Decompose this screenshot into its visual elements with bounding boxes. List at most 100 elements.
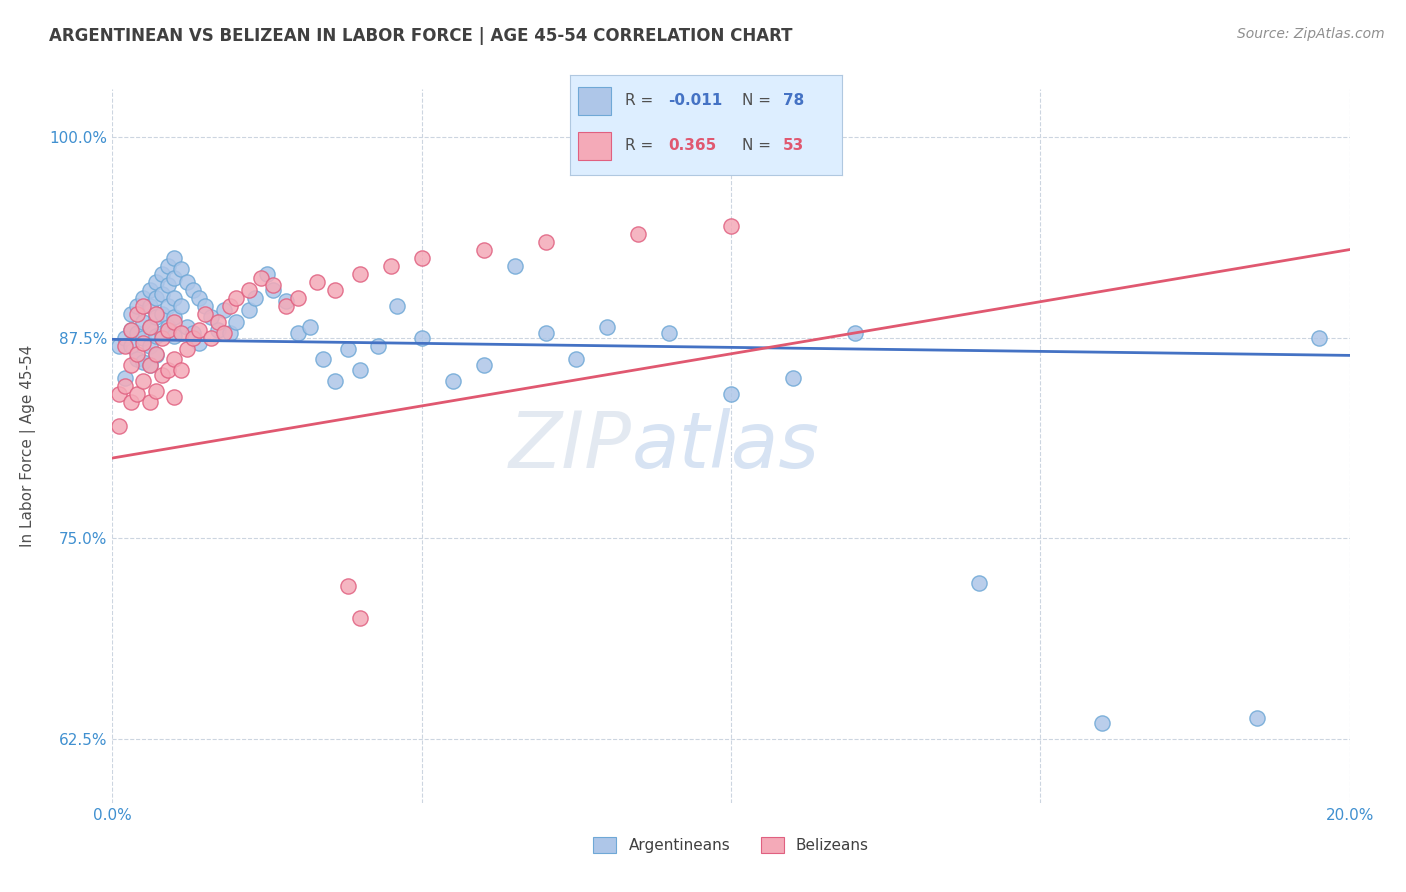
Text: atlas: atlas (633, 408, 820, 484)
Point (169, 261, 191, 276)
Point (336, 579, 359, 593)
Point (138, 358, 160, 372)
Point (207, 315, 229, 329)
Point (200, 331, 222, 345)
Point (145, 275, 167, 289)
Point (658, 326, 681, 340)
Point (385, 299, 408, 313)
Point (138, 339, 160, 353)
Point (312, 351, 335, 366)
Point (274, 293, 297, 308)
Point (188, 335, 211, 350)
Point (163, 329, 186, 343)
Point (169, 363, 191, 377)
Point (150, 287, 173, 301)
Point (157, 319, 180, 334)
Point (1246, 711, 1268, 725)
Point (720, 219, 742, 233)
Point (207, 323, 229, 337)
Point (138, 319, 160, 334)
Point (163, 291, 186, 305)
Point (163, 271, 186, 285)
Point (188, 291, 211, 305)
Point (138, 395, 160, 409)
Point (194, 299, 217, 313)
Point (150, 368, 173, 382)
Legend: Argentineans, Belizeans: Argentineans, Belizeans (588, 831, 875, 859)
Point (120, 358, 142, 372)
Point (127, 326, 149, 340)
Point (120, 395, 142, 409)
Point (305, 275, 328, 289)
Text: ARGENTINEAN VS BELIZEAN IN LABOR FORCE | AGE 45-54 CORRELATION CHART: ARGENTINEAN VS BELIZEAN IN LABOR FORCE |… (49, 27, 793, 45)
Point (349, 611, 371, 625)
Point (274, 299, 297, 313)
Point (238, 303, 260, 318)
Point (262, 283, 284, 297)
Point (114, 331, 136, 345)
Point (200, 310, 222, 324)
Point (163, 251, 186, 265)
Point (120, 339, 142, 353)
Point (212, 326, 235, 340)
Point (380, 259, 402, 273)
Point (219, 299, 242, 313)
Point (176, 342, 198, 356)
Point (287, 291, 309, 305)
Point (114, 339, 136, 353)
Point (472, 243, 495, 257)
Point (181, 331, 204, 345)
Point (194, 307, 217, 321)
Point (114, 379, 136, 393)
Point (967, 576, 990, 591)
Point (132, 331, 155, 345)
Point (132, 315, 155, 329)
Point (163, 315, 186, 329)
Point (534, 235, 557, 249)
Point (176, 319, 198, 334)
Y-axis label: In Labor Force | Age 45-54: In Labor Force | Age 45-54 (20, 345, 35, 547)
Point (145, 291, 167, 305)
Point (127, 387, 149, 401)
Point (145, 310, 167, 324)
Point (565, 351, 588, 366)
Point (138, 283, 160, 297)
Point (138, 299, 160, 313)
Point (181, 283, 204, 297)
Point (627, 227, 650, 241)
Point (107, 387, 129, 401)
Point (138, 319, 160, 334)
Point (132, 374, 155, 388)
Point (107, 419, 129, 434)
Point (503, 259, 526, 273)
Point (169, 299, 191, 313)
Point (225, 315, 247, 329)
Point (120, 323, 142, 337)
Point (1091, 715, 1114, 730)
Point (472, 358, 495, 372)
Point (163, 351, 186, 366)
Point (243, 291, 266, 305)
Text: Source: ZipAtlas.com: Source: ZipAtlas.com (1237, 27, 1385, 41)
Point (219, 326, 242, 340)
Point (132, 291, 155, 305)
Point (107, 339, 129, 353)
Point (145, 348, 167, 362)
Point (782, 371, 804, 385)
Point (120, 307, 142, 321)
Point (596, 319, 619, 334)
Point (150, 267, 173, 281)
Point (163, 310, 186, 324)
Point (145, 347, 167, 361)
Point (169, 326, 191, 340)
Point (157, 323, 180, 337)
Point (145, 384, 167, 398)
Point (150, 326, 173, 340)
Point (127, 347, 149, 361)
Point (150, 331, 173, 345)
Point (1308, 331, 1330, 345)
Point (132, 299, 155, 313)
Text: ZIP: ZIP (509, 408, 633, 484)
Point (411, 331, 433, 345)
Point (120, 323, 142, 337)
